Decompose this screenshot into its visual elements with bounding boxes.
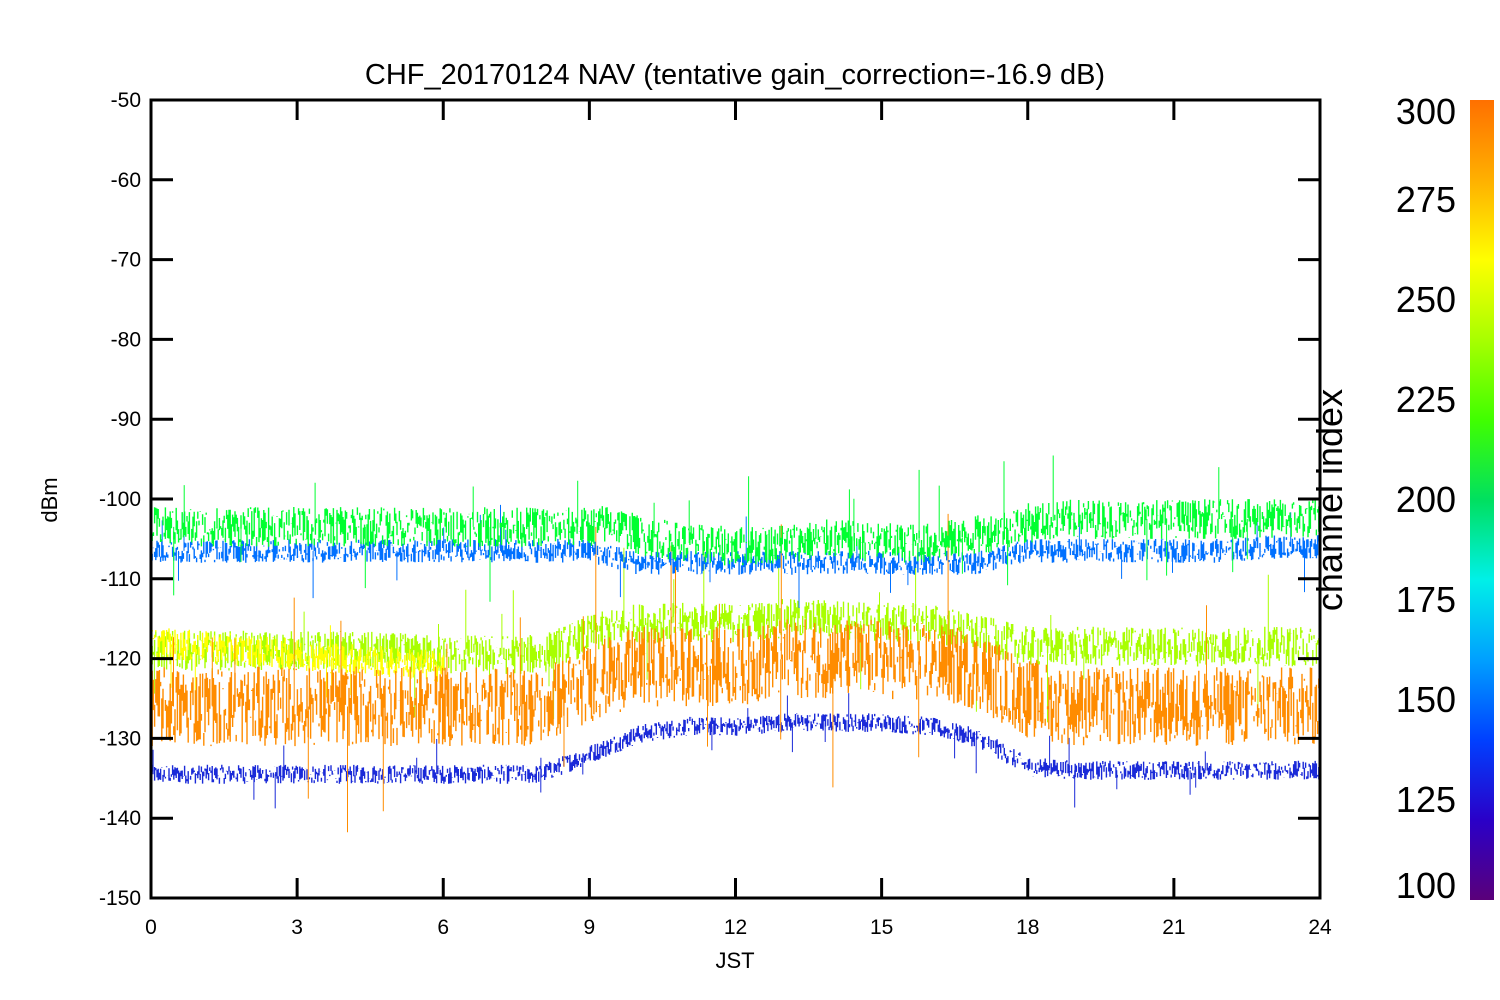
x-tick-label: 21	[1162, 916, 1185, 939]
colorbar	[1470, 100, 1494, 900]
x-tick-label: 12	[724, 916, 747, 939]
x-tick-label: 15	[870, 916, 893, 939]
chart-title: CHF_20170124 NAV (tentative gain_correct…	[365, 59, 1105, 91]
x-tick-label: 6	[437, 916, 449, 939]
y-axis-label: dBm	[37, 477, 62, 522]
colorbar-tick-label: 300	[1396, 91, 1456, 132]
y-axis: -50 -60 -70 -80 -90 -100 -110 -120 -130 -140 -150	[99, 89, 1320, 910]
y-tick-label: -50	[111, 89, 141, 112]
y-tick-label: -150	[99, 887, 141, 910]
series-ch130-spikes	[152, 693, 1206, 809]
y-tick-label: -140	[99, 807, 141, 830]
x-axis-label: JST	[715, 948, 754, 973]
x-tick-label: 18	[1016, 916, 1039, 939]
colorbar-tick-label: 250	[1396, 279, 1456, 320]
y-tick-label: -90	[111, 408, 141, 431]
y-tick-label: -70	[111, 249, 141, 272]
y-tick-label: -110	[101, 568, 141, 591]
series-ch290	[151, 513, 1320, 833]
colorbar-ticks: 300 275 250 225 200 175 150 125 100	[1396, 91, 1456, 906]
y-tick-label: -60	[111, 169, 141, 192]
data-layer	[151, 455, 1320, 833]
x-axis: 0 3 6 9 12 15 18 21 24	[145, 100, 1332, 939]
y-tick-label: -80	[111, 328, 141, 351]
series-ch160	[151, 504, 1320, 608]
x-tick-label: 0	[145, 916, 157, 939]
series-ch160-spikes	[161, 504, 1305, 608]
x-tick-label: 9	[584, 916, 596, 939]
y-tick-label: -100	[99, 488, 141, 511]
series-ch225	[151, 455, 1320, 602]
x-tick-label: 3	[291, 916, 303, 939]
x-tick-label: 24	[1308, 916, 1332, 939]
colorbar-tick-label: 200	[1396, 479, 1456, 520]
series-ch130	[151, 693, 1320, 809]
y-tick-label: -120	[99, 648, 141, 671]
series-ch225-spikes	[173, 455, 1248, 602]
colorbar-tick-label: 125	[1396, 779, 1456, 820]
colorbar-tick-label: 275	[1396, 179, 1456, 220]
colorbar-tick-label: 150	[1396, 679, 1456, 720]
colorbar-tick-label: 175	[1396, 579, 1456, 620]
series-ch290-spikes	[151, 513, 1207, 833]
colorbar-tick-label: 100	[1396, 865, 1456, 906]
colorbar-label: channel index	[1309, 389, 1350, 611]
colorbar-tick-label: 225	[1396, 379, 1456, 420]
series-ch225-trace	[151, 499, 1320, 566]
y-tick-label: -130	[99, 727, 141, 750]
